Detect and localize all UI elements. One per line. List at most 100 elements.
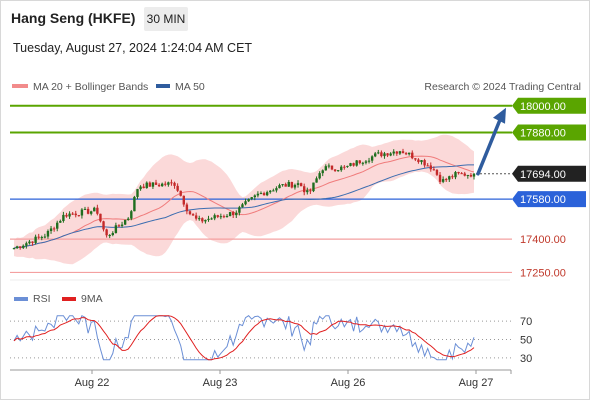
candle-body	[457, 172, 460, 174]
candle-body	[46, 231, 50, 237]
candle-body	[346, 165, 349, 167]
candle-body	[411, 152, 414, 159]
candle-body	[102, 221, 105, 230]
candle-body	[28, 241, 31, 244]
candle-body	[284, 184, 287, 187]
projection-arrow-head	[493, 107, 506, 124]
candle-body	[18, 246, 22, 248]
candle-body	[324, 166, 328, 171]
candle-body	[173, 182, 176, 186]
candle-body	[56, 222, 59, 229]
candle-body	[429, 165, 432, 170]
candle-body	[52, 228, 56, 230]
candle-body	[151, 182, 155, 187]
ma20-line	[13, 155, 475, 249]
candle-body	[164, 183, 167, 185]
candle-body	[157, 184, 161, 187]
projection-arrow-shaft	[476, 118, 502, 176]
candle-body	[355, 160, 358, 166]
candle-body	[398, 151, 402, 154]
candle-body	[105, 229, 108, 236]
candle-body	[62, 214, 65, 221]
candle-body	[93, 207, 96, 212]
legend-9ma-label: 9MA	[81, 293, 103, 305]
rsi-tick-label: 70	[520, 316, 532, 328]
timeframe-button[interactable]: 30 MIN	[144, 7, 188, 31]
candle-body	[309, 190, 312, 192]
candle-body	[469, 174, 473, 177]
candle-body	[370, 156, 374, 161]
candle-body	[364, 161, 368, 163]
candle-body	[336, 170, 340, 172]
candle-body	[244, 201, 247, 205]
candle-body	[123, 219, 127, 225]
candle-body	[194, 215, 198, 219]
candle-body	[414, 158, 417, 160]
candle-body	[96, 207, 99, 214]
x-tick-label: Aug 27	[459, 377, 494, 389]
candle-body	[306, 190, 309, 193]
candle-body	[154, 182, 158, 185]
watermark: Research © 2024 Trading Central	[424, 81, 581, 93]
candle-body	[207, 218, 210, 220]
candle-body	[343, 166, 346, 168]
candle-body	[315, 178, 318, 183]
x-tick-label: Aug 22	[75, 377, 110, 389]
candle-body	[299, 183, 303, 187]
candle-body	[312, 182, 315, 192]
level-tag	[512, 97, 586, 114]
candle-body	[148, 182, 152, 187]
candle-body	[65, 214, 68, 217]
candle-body	[130, 211, 133, 219]
candle-body	[40, 237, 43, 239]
candle-body	[136, 189, 139, 197]
candle-body	[340, 166, 343, 171]
candle-body	[463, 173, 466, 176]
candle-body	[303, 186, 306, 193]
level-label: 18000.00	[520, 101, 566, 113]
candle-body	[238, 207, 241, 213]
rsi-tick-label: 50	[520, 335, 532, 347]
level-tag	[512, 124, 586, 141]
candle-body	[133, 196, 136, 212]
level-labels: 18000.00 17880.00 17694.00 17580.00 17400.00…	[512, 97, 586, 279]
candle-body	[225, 215, 229, 217]
candle-body	[256, 193, 260, 196]
candle-body	[432, 169, 436, 171]
candle-body	[231, 212, 235, 216]
candle-body	[265, 192, 269, 196]
candle-body	[454, 172, 457, 178]
candle-body	[117, 225, 121, 227]
x-tick-label: Aug 23	[203, 377, 238, 389]
candle-body	[333, 169, 337, 171]
candle-body	[423, 160, 426, 166]
level-label: 17250.00	[520, 267, 566, 279]
legend-ma20-label: MA 20 + Bollinger Bands	[33, 81, 148, 93]
candle-body	[219, 216, 223, 218]
candle-body	[241, 204, 244, 208]
candle-body	[318, 173, 321, 179]
candle-body	[145, 182, 148, 189]
candle-body	[253, 195, 257, 198]
candle-body	[127, 218, 130, 220]
candle-body	[321, 170, 324, 174]
candle-body	[167, 182, 170, 185]
level-label: 17400.00	[520, 234, 566, 246]
chart-datetime: Tuesday, August 27, 2024 1:24:04 AM CET	[13, 41, 253, 55]
candle-body	[99, 213, 102, 222]
candle-body	[108, 235, 111, 237]
candle-body	[287, 181, 290, 187]
candle-body	[426, 165, 429, 167]
candle-body	[201, 218, 204, 222]
candle-body	[472, 173, 476, 177]
candle-body	[383, 153, 386, 157]
candle-body	[34, 236, 37, 243]
candle-body	[269, 190, 272, 193]
candle-body	[389, 153, 392, 156]
level-tag	[512, 165, 586, 182]
ma50-line	[13, 164, 474, 249]
candle-body	[198, 218, 201, 220]
candle-body	[420, 160, 423, 163]
candle-body	[448, 176, 451, 180]
candle-body	[293, 184, 297, 188]
